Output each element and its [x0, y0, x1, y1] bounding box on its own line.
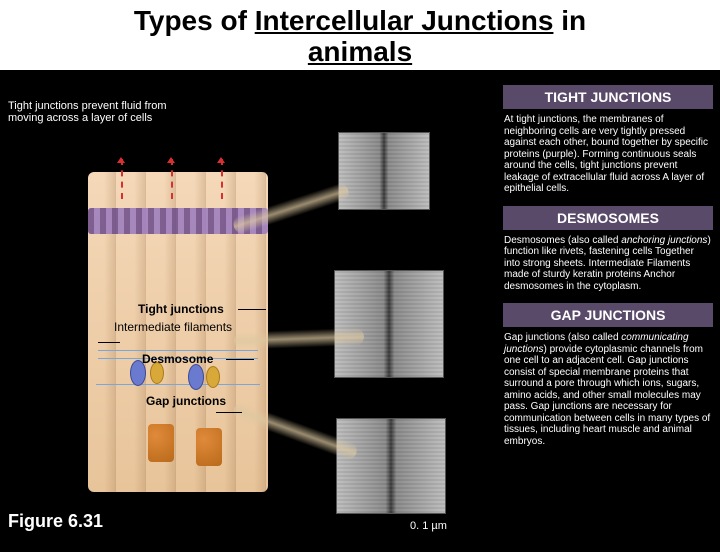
- desmosomes-header: DESMOSOMES: [502, 205, 714, 231]
- title-post: in: [553, 5, 586, 36]
- callout-text: Intermediate filaments: [114, 320, 232, 334]
- description-column: TIGHT JUNCTIONS At tight junctions, the …: [502, 84, 714, 457]
- gap-junctions-body: Gap junctions (also called communicating…: [502, 328, 714, 457]
- gap-body-post: ) provide cytoplasmic channels from one …: [504, 344, 710, 447]
- desmosomes-body: Desmosomes (also called anchoring juncti…: [502, 231, 714, 303]
- desmo-body-italic: anchoring junctions: [621, 235, 707, 246]
- intermediate-filament-line: [98, 350, 258, 351]
- title-bar: Types of Intercellular Junctions in anim…: [0, 0, 720, 70]
- desmosome-plaque: [188, 364, 204, 390]
- tight-junctions-header: TIGHT JUNCTIONS: [502, 84, 714, 110]
- gap-junctions-header: GAP JUNCTIONS: [502, 302, 714, 328]
- micrograph-gap: [336, 418, 446, 514]
- micrograph-desmo: [334, 270, 444, 378]
- page-title: Types of Intercellular Junctions in anim…: [0, 6, 720, 68]
- gap-junction-patch: [196, 428, 222, 466]
- micrograph-tight: [338, 132, 430, 210]
- gap-junction-patch: [148, 424, 174, 462]
- scale-bar-label: 0. 1 µm: [410, 520, 447, 532]
- overlay-caption: Tight junctions prevent fluid from movin…: [8, 100, 168, 124]
- dashed-arrow-icon: [221, 159, 223, 199]
- callout-intermediate-filaments: Intermediate filaments: [114, 320, 232, 334]
- callout-tight-junctions: Tight junctions: [138, 302, 224, 316]
- leader-line: [238, 309, 266, 310]
- leader-line: [216, 412, 242, 413]
- desmosome-plaque: [206, 366, 220, 388]
- callout-text: Gap junctions: [146, 394, 226, 408]
- desmo-body-pre: Desmosomes (also called: [504, 235, 621, 246]
- figure-number: Figure 6.31: [8, 511, 103, 532]
- title-line2: animals: [308, 36, 412, 67]
- intermediate-filament-line: [96, 384, 260, 385]
- dashed-arrow-icon: [171, 159, 173, 199]
- title-pre: Types of: [134, 5, 255, 36]
- leader-line: [98, 342, 120, 343]
- dashed-arrow-icon: [121, 159, 123, 199]
- main-area: TIGHT JUNCTIONS At tight junctions, the …: [0, 84, 720, 540]
- callout-gap-junctions: Gap junctions: [146, 394, 226, 408]
- tight-junctions-body: At tight junctions, the membranes of nei…: [502, 110, 714, 205]
- title-underlined: Intercellular Junctions: [255, 5, 554, 36]
- leader-line: [226, 359, 254, 360]
- callout-desmosome: Desmosome: [142, 352, 213, 366]
- gap-body-pre: Gap junctions (also called: [504, 332, 621, 343]
- junctions-diagram: Tight junctions prevent fluid from movin…: [38, 122, 478, 552]
